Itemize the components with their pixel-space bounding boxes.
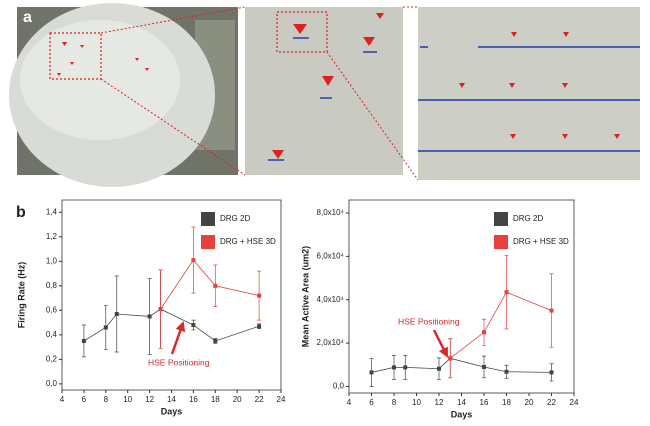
x-axis-title: Days xyxy=(161,406,183,416)
x-tick-label: 16 xyxy=(189,395,198,404)
zoom-line xyxy=(100,78,246,176)
marker xyxy=(403,365,408,370)
x-tick-label: 18 xyxy=(211,395,220,404)
markers xyxy=(272,13,384,159)
y-axis-title: Mean Active Area (um2) xyxy=(300,246,310,347)
x-tick-label: 4 xyxy=(60,395,65,404)
marker xyxy=(158,307,163,312)
zoom-line xyxy=(100,6,246,34)
chart: 4 6 8 10 12 14 16 18 20 22 24 0,0 2,0x10⁴ 4,0x10⁴ 6,0x… xyxy=(300,199,579,419)
y-tick-label: 6,0x10⁴ xyxy=(317,251,345,260)
marker xyxy=(191,258,196,263)
x-tick-label: 14 xyxy=(167,395,176,404)
y-tick-label: 4,0x10⁴ xyxy=(317,295,345,304)
photo-middle xyxy=(245,7,403,175)
legend-label: DRG + HSE 3D xyxy=(220,237,276,246)
photo-right xyxy=(418,7,640,180)
x-tick-label: 10 xyxy=(412,398,421,407)
x-tick-label: 24 xyxy=(570,398,579,407)
x-tick-label: 4 xyxy=(347,398,352,407)
x-tick-label: 18 xyxy=(502,398,511,407)
marker xyxy=(482,330,486,335)
y-tick-label: 2,0x10⁴ xyxy=(317,338,345,347)
y-axis-title: Firing Rate (Hz) xyxy=(16,262,26,329)
legend-label: DRG + HSE 3D xyxy=(513,237,569,246)
x-tick-label: 22 xyxy=(547,398,556,407)
chart: 4 6 8 10 12 14 16 18 20 22 24 0,0 0,2 0,4 0,6 0,8 1,0 1,2… xyxy=(16,199,286,416)
marker xyxy=(114,312,119,316)
panel-label: b xyxy=(16,204,26,221)
marker xyxy=(437,366,441,371)
marker xyxy=(147,314,152,319)
y-tick-label: 0,6 xyxy=(46,305,58,314)
marker xyxy=(81,338,86,343)
legend-swatch xyxy=(201,212,215,226)
marker xyxy=(504,290,509,295)
y-tick-label: 0,4 xyxy=(46,330,58,339)
x-tick-label: 20 xyxy=(233,395,242,404)
x-tick-label: 16 xyxy=(480,398,489,407)
series-line xyxy=(83,308,260,342)
marker xyxy=(392,365,396,370)
marker xyxy=(213,283,218,288)
x-tick-label: 12 xyxy=(145,395,154,404)
y-tick-label: 8,0x10⁴ xyxy=(317,208,345,217)
series-line xyxy=(450,291,552,359)
y-tick-label: 1,4 xyxy=(46,207,58,216)
x-tick-label: 8 xyxy=(104,395,109,404)
x-tick-label: 14 xyxy=(457,398,466,407)
legend-swatch xyxy=(201,235,215,249)
annotation-arrow xyxy=(170,321,186,355)
marker xyxy=(257,293,262,298)
marker xyxy=(549,370,554,375)
y-tick-label: 0,2 xyxy=(46,354,58,363)
marker xyxy=(504,369,509,374)
x-tick-label: 22 xyxy=(255,395,264,404)
annotation-arrow xyxy=(432,329,449,358)
zoom-box xyxy=(49,32,102,80)
marker xyxy=(369,370,374,375)
series-line xyxy=(371,357,552,373)
y-tick-label: 0,8 xyxy=(46,281,58,290)
x-tick-label: 10 xyxy=(123,395,132,404)
plot-frame xyxy=(348,199,575,394)
legend-label: DRG 2D xyxy=(513,214,543,223)
marker xyxy=(257,324,262,329)
marker xyxy=(549,308,554,313)
legend-swatch xyxy=(494,235,508,249)
gel-highlight xyxy=(20,20,180,140)
marker xyxy=(103,325,108,330)
x-axis-title: Days xyxy=(451,409,473,419)
x-tick-label: 20 xyxy=(525,398,534,407)
traces xyxy=(418,46,640,152)
y-tick-label: 1,2 xyxy=(46,232,58,241)
x-tick-label: 6 xyxy=(82,395,87,404)
series-line xyxy=(160,259,260,310)
annotation: HSE Positioning xyxy=(148,357,210,367)
y-tick-label: 0,0 xyxy=(333,382,345,391)
zoom-box xyxy=(276,11,328,53)
x-tick-label: 24 xyxy=(277,395,286,404)
y-tick-label: 0,0 xyxy=(46,379,58,388)
legend-label: DRG 2D xyxy=(220,214,250,223)
marker xyxy=(213,338,218,343)
marker xyxy=(191,323,196,328)
y-tick-label: 1,0 xyxy=(46,256,58,265)
legend-swatch xyxy=(494,212,508,226)
annotation: HSE Positioning xyxy=(398,316,460,326)
x-tick-label: 12 xyxy=(435,398,444,407)
marker xyxy=(448,356,453,361)
panel-label: a xyxy=(23,9,32,26)
traces xyxy=(268,37,377,161)
x-tick-label: 6 xyxy=(369,398,374,407)
photo-panel: a xyxy=(9,3,640,187)
x-tick-label: 8 xyxy=(392,398,397,407)
marker xyxy=(482,364,486,369)
